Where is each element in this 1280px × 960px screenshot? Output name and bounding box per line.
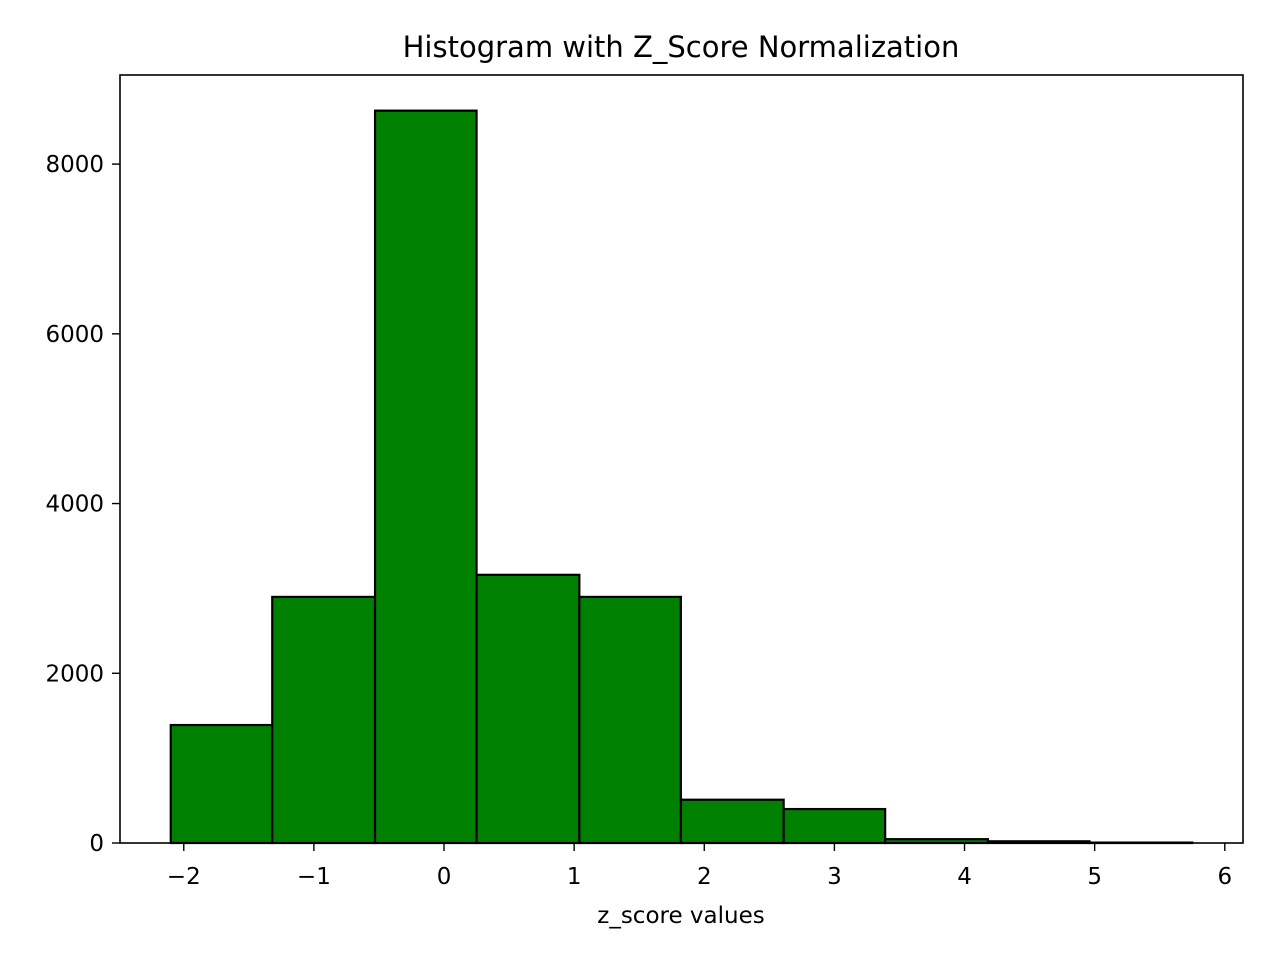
y-tick-label: 0: [89, 831, 104, 857]
bars-group: [169, 109, 1194, 845]
y-tick-label: 6000: [45, 322, 104, 348]
x-tick-label: 2: [697, 864, 712, 890]
x-tick-label: −1: [297, 864, 331, 890]
x-axis-ticks: −2 −1 0 1 2 3 4 5 6: [167, 843, 1232, 890]
histogram-bar-4: [475, 573, 581, 845]
y-tick-label: 4000: [45, 492, 104, 518]
x-tick-label: 3: [827, 864, 842, 890]
chart-title: Histogram with Z_Score Normalization: [403, 30, 960, 64]
y-tick-label: 2000: [45, 661, 104, 687]
x-tick-label: −2: [167, 864, 201, 890]
x-tick-label: 6: [1217, 864, 1232, 890]
plot-frame: [119, 74, 1244, 844]
x-tick-label: 1: [567, 864, 582, 890]
y-axis-ticks: 0 2000 4000 6000 8000: [45, 152, 120, 857]
x-axis-label: z_score values: [597, 903, 765, 929]
y-tick-label: 8000: [45, 152, 104, 178]
x-tick-label: 5: [1087, 864, 1102, 890]
histogram-bar-7: [782, 807, 887, 845]
x-tick-label: 4: [957, 864, 972, 890]
x-tick-label: 0: [437, 864, 452, 890]
histogram-bar-2: [271, 595, 377, 845]
histogram-bar-1: [169, 723, 274, 845]
histogram-bar-5: [578, 595, 682, 845]
histogram-bar-3: [373, 109, 478, 845]
histogram-bar-6: [679, 798, 785, 845]
